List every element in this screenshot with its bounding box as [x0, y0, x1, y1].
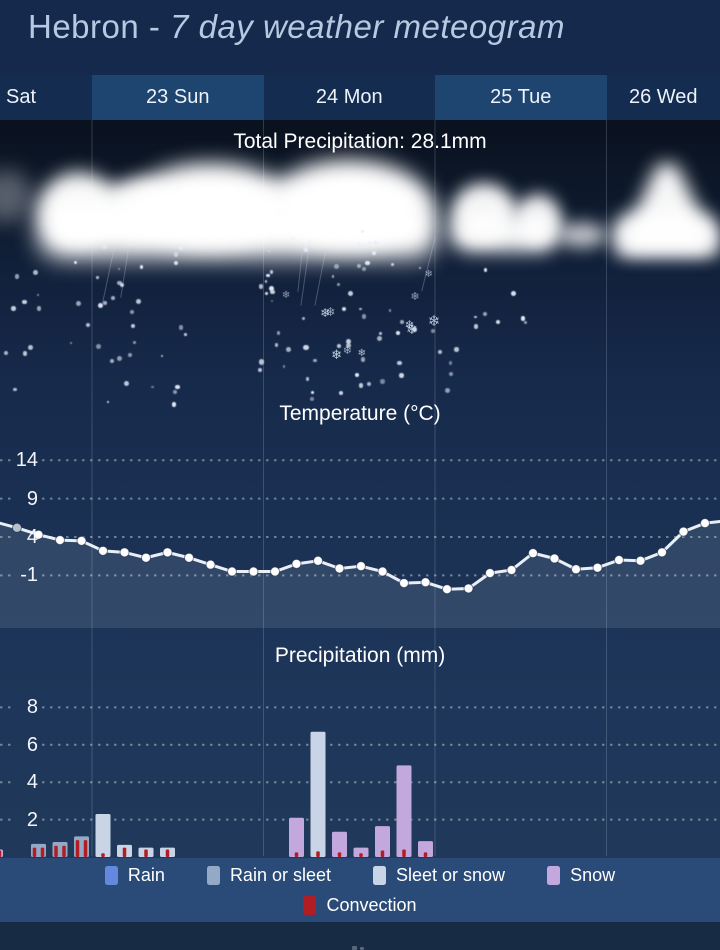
temperature-axis-tick-14: 14: [2, 448, 38, 472]
legend-label: Rain or sleet: [230, 865, 331, 886]
legend-row: Convection: [0, 892, 720, 918]
day-label-text: 25 Tue: [490, 86, 551, 109]
legend-row: Rain Rain or sleet Sleet or snow Snow: [0, 862, 720, 888]
rain-swatch: [105, 866, 118, 885]
page-title: Hebron - 7 day weather meteogram: [28, 8, 565, 46]
day-label-25-tue: 25 Tue: [435, 75, 607, 120]
title-subtitle: 7 day weather meteogram: [170, 8, 565, 45]
day-label-sat: Sat: [0, 75, 92, 120]
temperature-axis-tick-9: 9: [2, 487, 38, 511]
meteogram-app: Hebron - 7 day weather meteogram Sat 23 S…: [0, 0, 720, 950]
legend-label: Convection: [326, 895, 416, 916]
legend-label: Rain: [128, 865, 165, 886]
day-label-24-mon: 24 Mon: [264, 75, 436, 120]
day-label-23-sun: 23 Sun: [92, 75, 264, 120]
day-label-text: 26 Wed: [629, 86, 698, 109]
day-label-26-wed: 26 Wed: [607, 75, 720, 120]
legend: Rain Rain or sleet Sleet or snow Snow Convec…: [0, 858, 720, 922]
legend-label: Snow: [570, 865, 615, 886]
cropped-text-artifact: [352, 946, 357, 950]
precipitation-axis-tick-4: 4: [2, 770, 38, 794]
precipitation-axis-tick-2: 2: [2, 808, 38, 832]
total-precipitation-label: Total Precipitation: 28.1mm: [0, 130, 720, 154]
legend-item-convection: Convection: [303, 895, 416, 916]
legend-item-snow: Snow: [547, 865, 615, 886]
day-label-text: 24 Mon: [316, 86, 383, 109]
temperature-axis-tick-4: 4: [2, 525, 38, 549]
legend-label: Sleet or snow: [396, 865, 505, 886]
header-bar: Hebron - 7 day weather meteogram: [0, 0, 720, 75]
footer-strip: [0, 922, 720, 950]
precipitation-section-title: Precipitation (mm): [0, 644, 720, 668]
legend-item-sleet-or-snow: Sleet or snow: [373, 865, 505, 886]
temperature-axis-tick--1: -1: [2, 563, 38, 587]
precipitation-axis-tick-6: 6: [2, 733, 38, 757]
legend-item-rain-or-sleet: Rain or sleet: [207, 865, 331, 886]
legend-item-rain: Rain: [105, 865, 165, 886]
precipitation-axis-tick-8: 8: [2, 695, 38, 719]
title-location: Hebron -: [28, 8, 170, 45]
rain-or-sleet-swatch: [207, 866, 220, 885]
sleet-or-snow-swatch: [373, 866, 386, 885]
chart-background: [0, 120, 720, 858]
temperature-section-title: Temperature (°C): [0, 402, 720, 426]
convection-swatch: [303, 896, 316, 915]
day-label-text: 23 Sun: [146, 86, 209, 109]
snow-swatch: [547, 866, 560, 885]
day-label-text: Sat: [6, 86, 36, 109]
day-label-row: Sat 23 Sun 24 Mon 25 Tue 26 Wed: [0, 75, 720, 120]
